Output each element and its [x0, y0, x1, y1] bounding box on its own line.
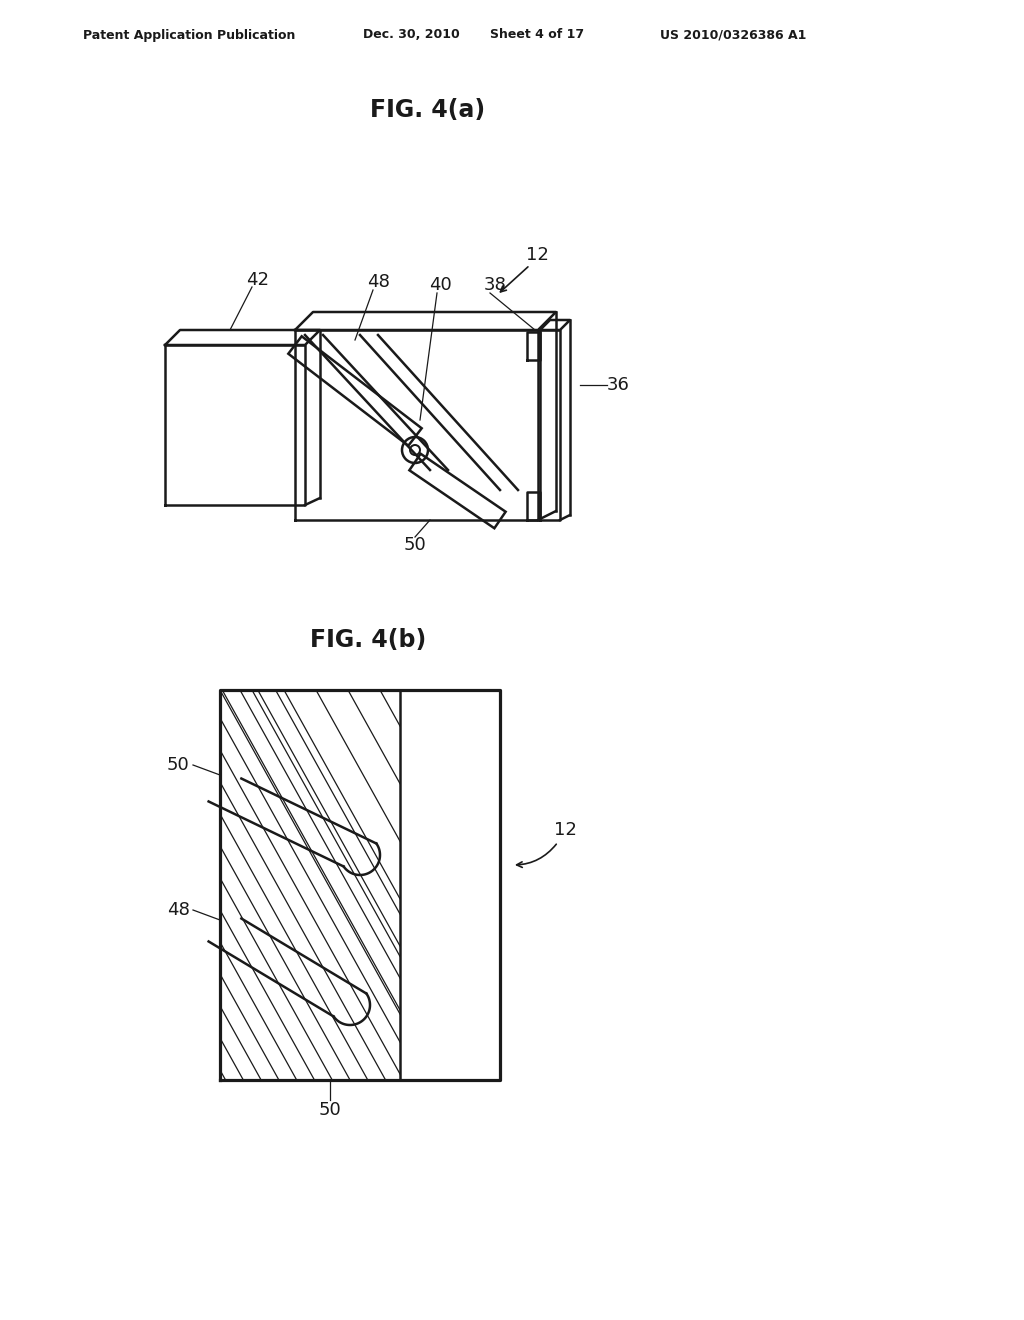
Text: 50: 50	[403, 536, 426, 554]
Text: 12: 12	[554, 821, 577, 840]
Text: Sheet 4 of 17: Sheet 4 of 17	[490, 29, 584, 41]
Text: 42: 42	[247, 271, 269, 289]
Text: 36: 36	[606, 376, 630, 393]
Text: 50: 50	[167, 756, 189, 774]
Text: Patent Application Publication: Patent Application Publication	[83, 29, 295, 41]
Text: US 2010/0326386 A1: US 2010/0326386 A1	[660, 29, 806, 41]
Text: 48: 48	[167, 902, 189, 919]
Text: 12: 12	[525, 246, 549, 264]
Text: FIG. 4(b): FIG. 4(b)	[310, 628, 426, 652]
Text: 48: 48	[367, 273, 389, 290]
Text: 50: 50	[318, 1101, 341, 1119]
Text: 40: 40	[429, 276, 452, 294]
Text: FIG. 4(a): FIG. 4(a)	[370, 98, 485, 121]
Text: 38: 38	[483, 276, 507, 294]
Text: Dec. 30, 2010: Dec. 30, 2010	[362, 29, 460, 41]
